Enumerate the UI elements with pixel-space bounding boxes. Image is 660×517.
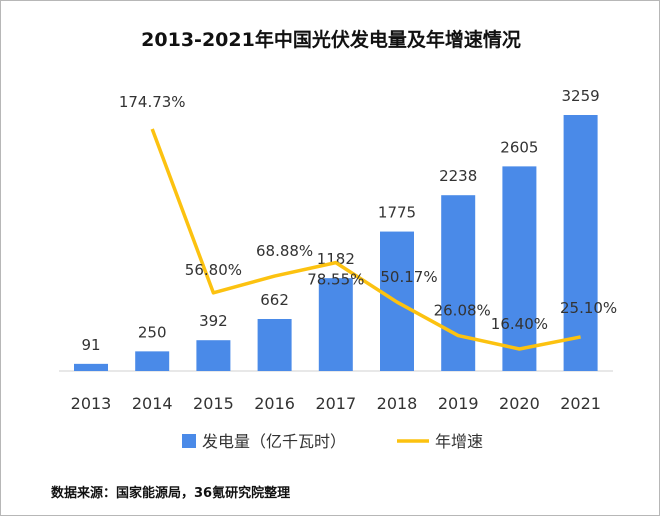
x-tick-label-2016: 2016 [254,394,295,413]
x-tick-label-2021: 2021 [560,394,601,413]
x-tick-label-2020: 2020 [499,394,540,413]
bar-2019 [441,195,476,371]
x-tick-label-2013: 2013 [71,394,112,413]
legend-bar-label: 发电量（亿千瓦时） [202,432,346,451]
bar-value-label-2020: 2605 [500,138,538,156]
legend-line-label: 年增速 [435,432,483,451]
growth-label-2019: 26.08% [434,302,491,320]
growth-label-2020: 16.40% [491,315,548,333]
growth-label-2016: 68.88% [256,242,313,260]
bar-value-label-2013: 91 [81,336,100,354]
growth-label-2014: 174.73% [119,93,186,111]
growth-label-2021: 25.10% [560,299,617,317]
bar-2014 [135,351,170,371]
bar-value-label-2019: 2238 [439,167,477,185]
growth-label-2018: 50.17% [380,268,437,286]
growth-label-2017: 78.55% [307,271,364,289]
x-tick-label-2015: 2015 [193,394,234,413]
bar-2016 [257,318,292,371]
bar-value-label-2015: 392 [199,312,228,330]
bar-2017 [318,278,353,371]
bar-2021 [563,115,598,371]
growth-label-2015: 56.80% [185,261,242,279]
x-tick-label-2014: 2014 [132,394,173,413]
x-tick-label-2019: 2019 [438,394,479,413]
chart-title: 2013-2021年中国光伏发电量及年增速情况 [141,29,521,51]
legend-bar-swatch [182,434,196,448]
bar-value-label-2016: 662 [260,291,289,309]
bar-2020 [502,166,537,371]
bar-2015 [196,340,231,371]
source-note: 数据来源：国家能源局，36氪研究院整理 [51,486,291,501]
x-tick-label-2018: 2018 [377,394,418,413]
bar-value-label-2014: 250 [138,323,167,341]
bar-value-label-2018: 1775 [378,204,416,222]
growth-line [150,128,581,351]
bar-value-label-2021: 3259 [562,87,600,105]
bar-2013 [74,363,108,371]
x-tick-label-2017: 2017 [315,394,356,413]
